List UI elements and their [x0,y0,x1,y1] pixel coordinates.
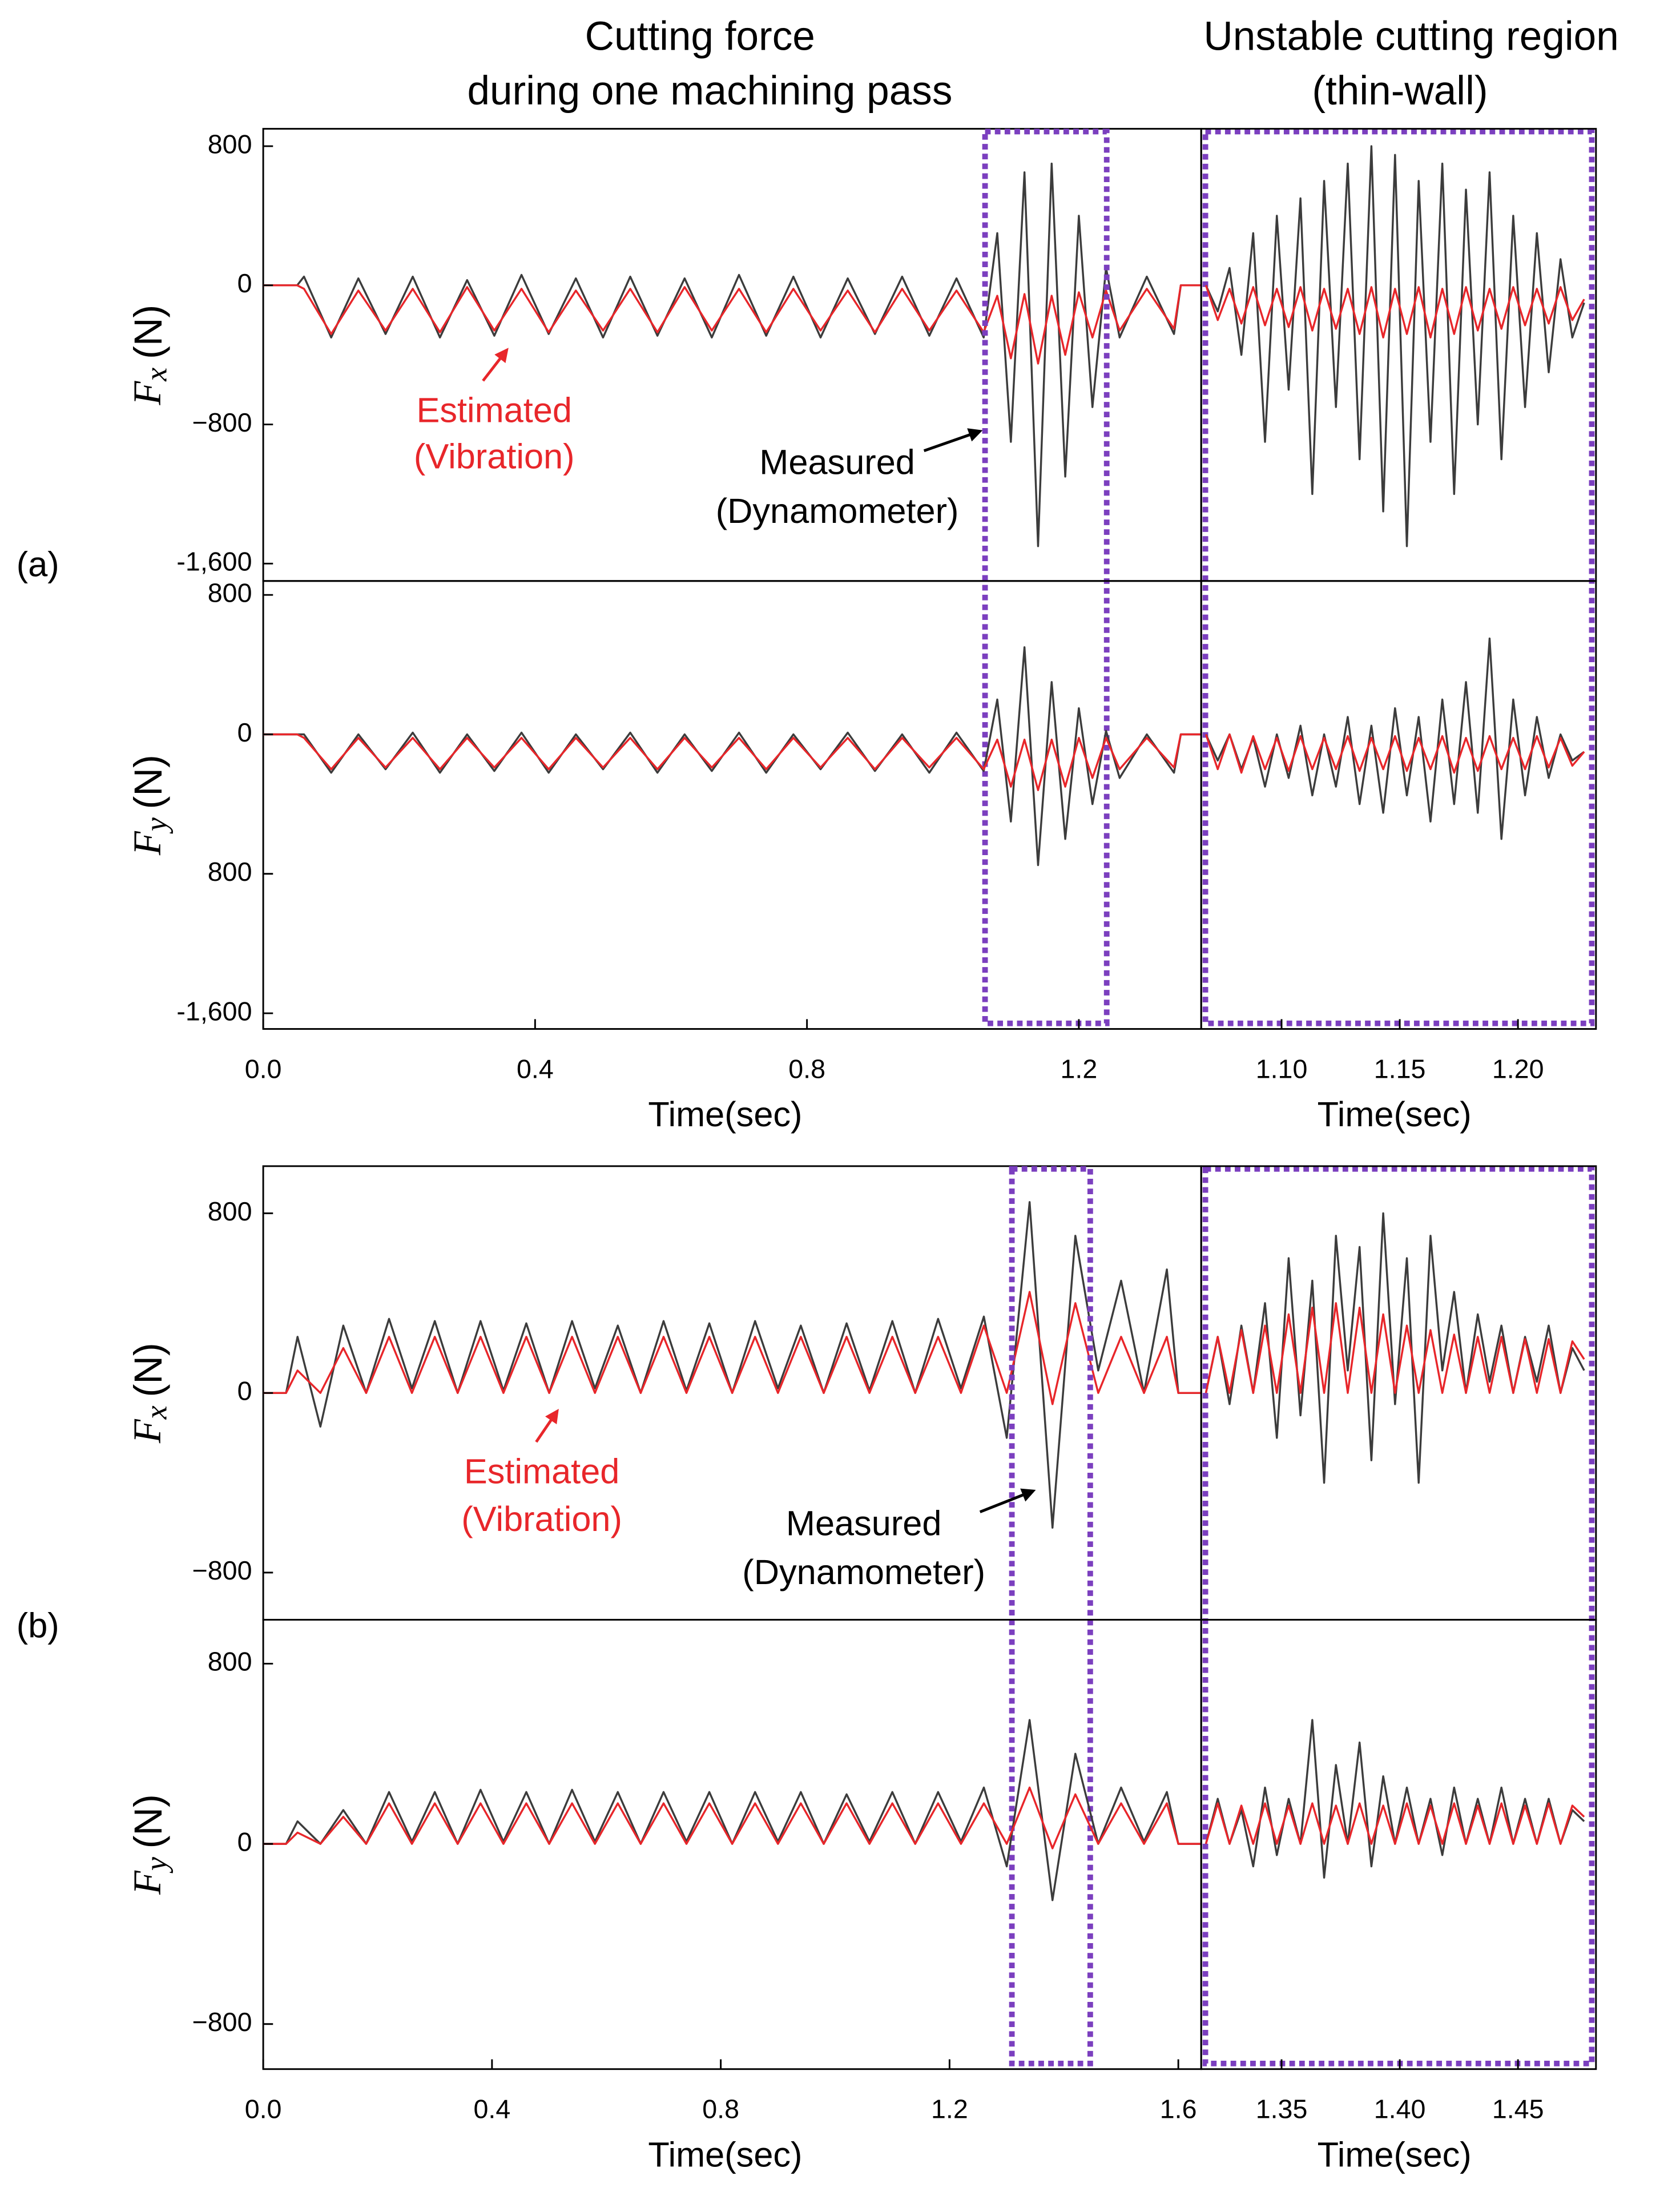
left-title: during one machining pass [467,69,952,114]
x-tick-label: 0.8 [788,1054,825,1083]
y-label-symbol: F [126,381,169,406]
y-tick-label: −800 [192,408,252,437]
annotation: Estimated [464,1452,620,1491]
annotation: Estimated [416,390,572,430]
panel-label: (a) [17,544,59,583]
x-tick-label: 1.15 [1374,1054,1426,1083]
panel-label: (b) [17,1605,59,1645]
estimated-line [1204,1302,1585,1394]
y-label-symbol: F [126,1870,169,1895]
y-label-unit: (N) [126,755,170,809]
y-label-unit: (N) [126,1343,170,1397]
measured-line [1204,145,1585,547]
x-tick-label: 1.6 [1160,2094,1197,2124]
y-label-unit: (N) [126,1794,170,1848]
y-label-symbol: F [126,1419,169,1444]
y-axis-label: Fy(N) [126,755,174,856]
measured-line [263,646,1202,867]
y-tick-label: 800 [208,857,252,887]
annotation-arrow [979,1488,1036,1513]
x-tick-label: 1.45 [1492,2094,1544,2124]
region-box [1202,1166,1595,2066]
annotation: (Vibration) [414,437,575,476]
highlight-box [982,128,1110,1026]
annotation: (Dynamometer) [716,491,959,530]
x-axis-label: Time(sec) [1318,1094,1472,1134]
x-tick-label: 1.2 [1061,1054,1098,1083]
x-tick-label: 1.40 [1374,2094,1426,2124]
y-tick-label: 800 [208,1647,252,1677]
x-tick-label: 1.2 [931,2094,968,2124]
x-tick-label: 1.35 [1256,2094,1308,2124]
estimated-line [1204,285,1585,339]
annotation: Measured [759,442,915,481]
y-label-subscript: x [139,1405,174,1420]
y-tick-label: -1,600 [176,996,252,1026]
annotation-arrow [923,428,983,452]
measured-line [263,162,1202,547]
y-label-symbol: F [126,831,169,856]
right-title: Unstable cutting region [1203,14,1618,59]
annotation: (Dynamometer) [742,1552,985,1591]
annotation: (Vibration) [461,1499,622,1538]
x-tick-label: 1.20 [1492,1054,1544,1083]
estimated-line [263,733,1202,791]
plot-frame [262,580,1202,1030]
y-tick-label: −800 [192,2007,252,2037]
estimated-line [263,284,1202,365]
y-tick-label: -1,600 [176,547,252,577]
x-tick-label: 0.4 [473,2094,510,2124]
y-label-subscript: x [139,368,174,382]
estimated-line [1204,733,1585,774]
plot-frame [1200,580,1597,1030]
annotation-arrow [482,348,509,382]
right-title: (thin-wall) [1312,69,1488,114]
x-axis-label: Time(sec) [648,2134,802,2174]
x-tick-label: 0.8 [702,2094,739,2124]
x-axis-label: Time(sec) [1318,2134,1472,2174]
y-axis-label: Fy(N) [126,1794,174,1895]
annotation-arrow [535,1409,559,1443]
plot-frame [1200,1618,1597,2070]
x-tick-label: 0.0 [245,2094,282,2124]
y-label-unit: (N) [126,305,170,359]
y-axis-label: Fx (N) [126,305,174,406]
region-box [1202,128,1595,1026]
y-tick-label: 0 [237,1827,252,1856]
left-title: Cutting force [585,14,815,59]
y-tick-label: 0 [237,718,252,747]
y-tick-label: 800 [208,1196,252,1226]
measured-line [263,1719,1202,1901]
estimated-line [1204,1802,1585,1845]
y-tick-label: 0 [237,1376,252,1405]
x-tick-label: 0.0 [245,1054,282,1083]
highlight-box [1009,1166,1093,2066]
measured-line [1204,637,1585,840]
y-tick-label: −800 [192,1556,252,1585]
estimated-line [263,1786,1202,1850]
x-tick-label: 1.10 [1256,1054,1308,1083]
annotation: Measured [786,1503,942,1542]
measured-line [1204,1719,1585,1879]
y-tick-label: 800 [208,578,252,608]
y-axis-label: Fx (N) [126,1343,174,1444]
estimated-line [263,1291,1202,1405]
y-tick-label: 0 [237,268,252,298]
x-axis-label: Time(sec) [648,1094,802,1134]
x-tick-label: 0.4 [517,1054,554,1083]
y-tick-label: 800 [208,129,252,159]
